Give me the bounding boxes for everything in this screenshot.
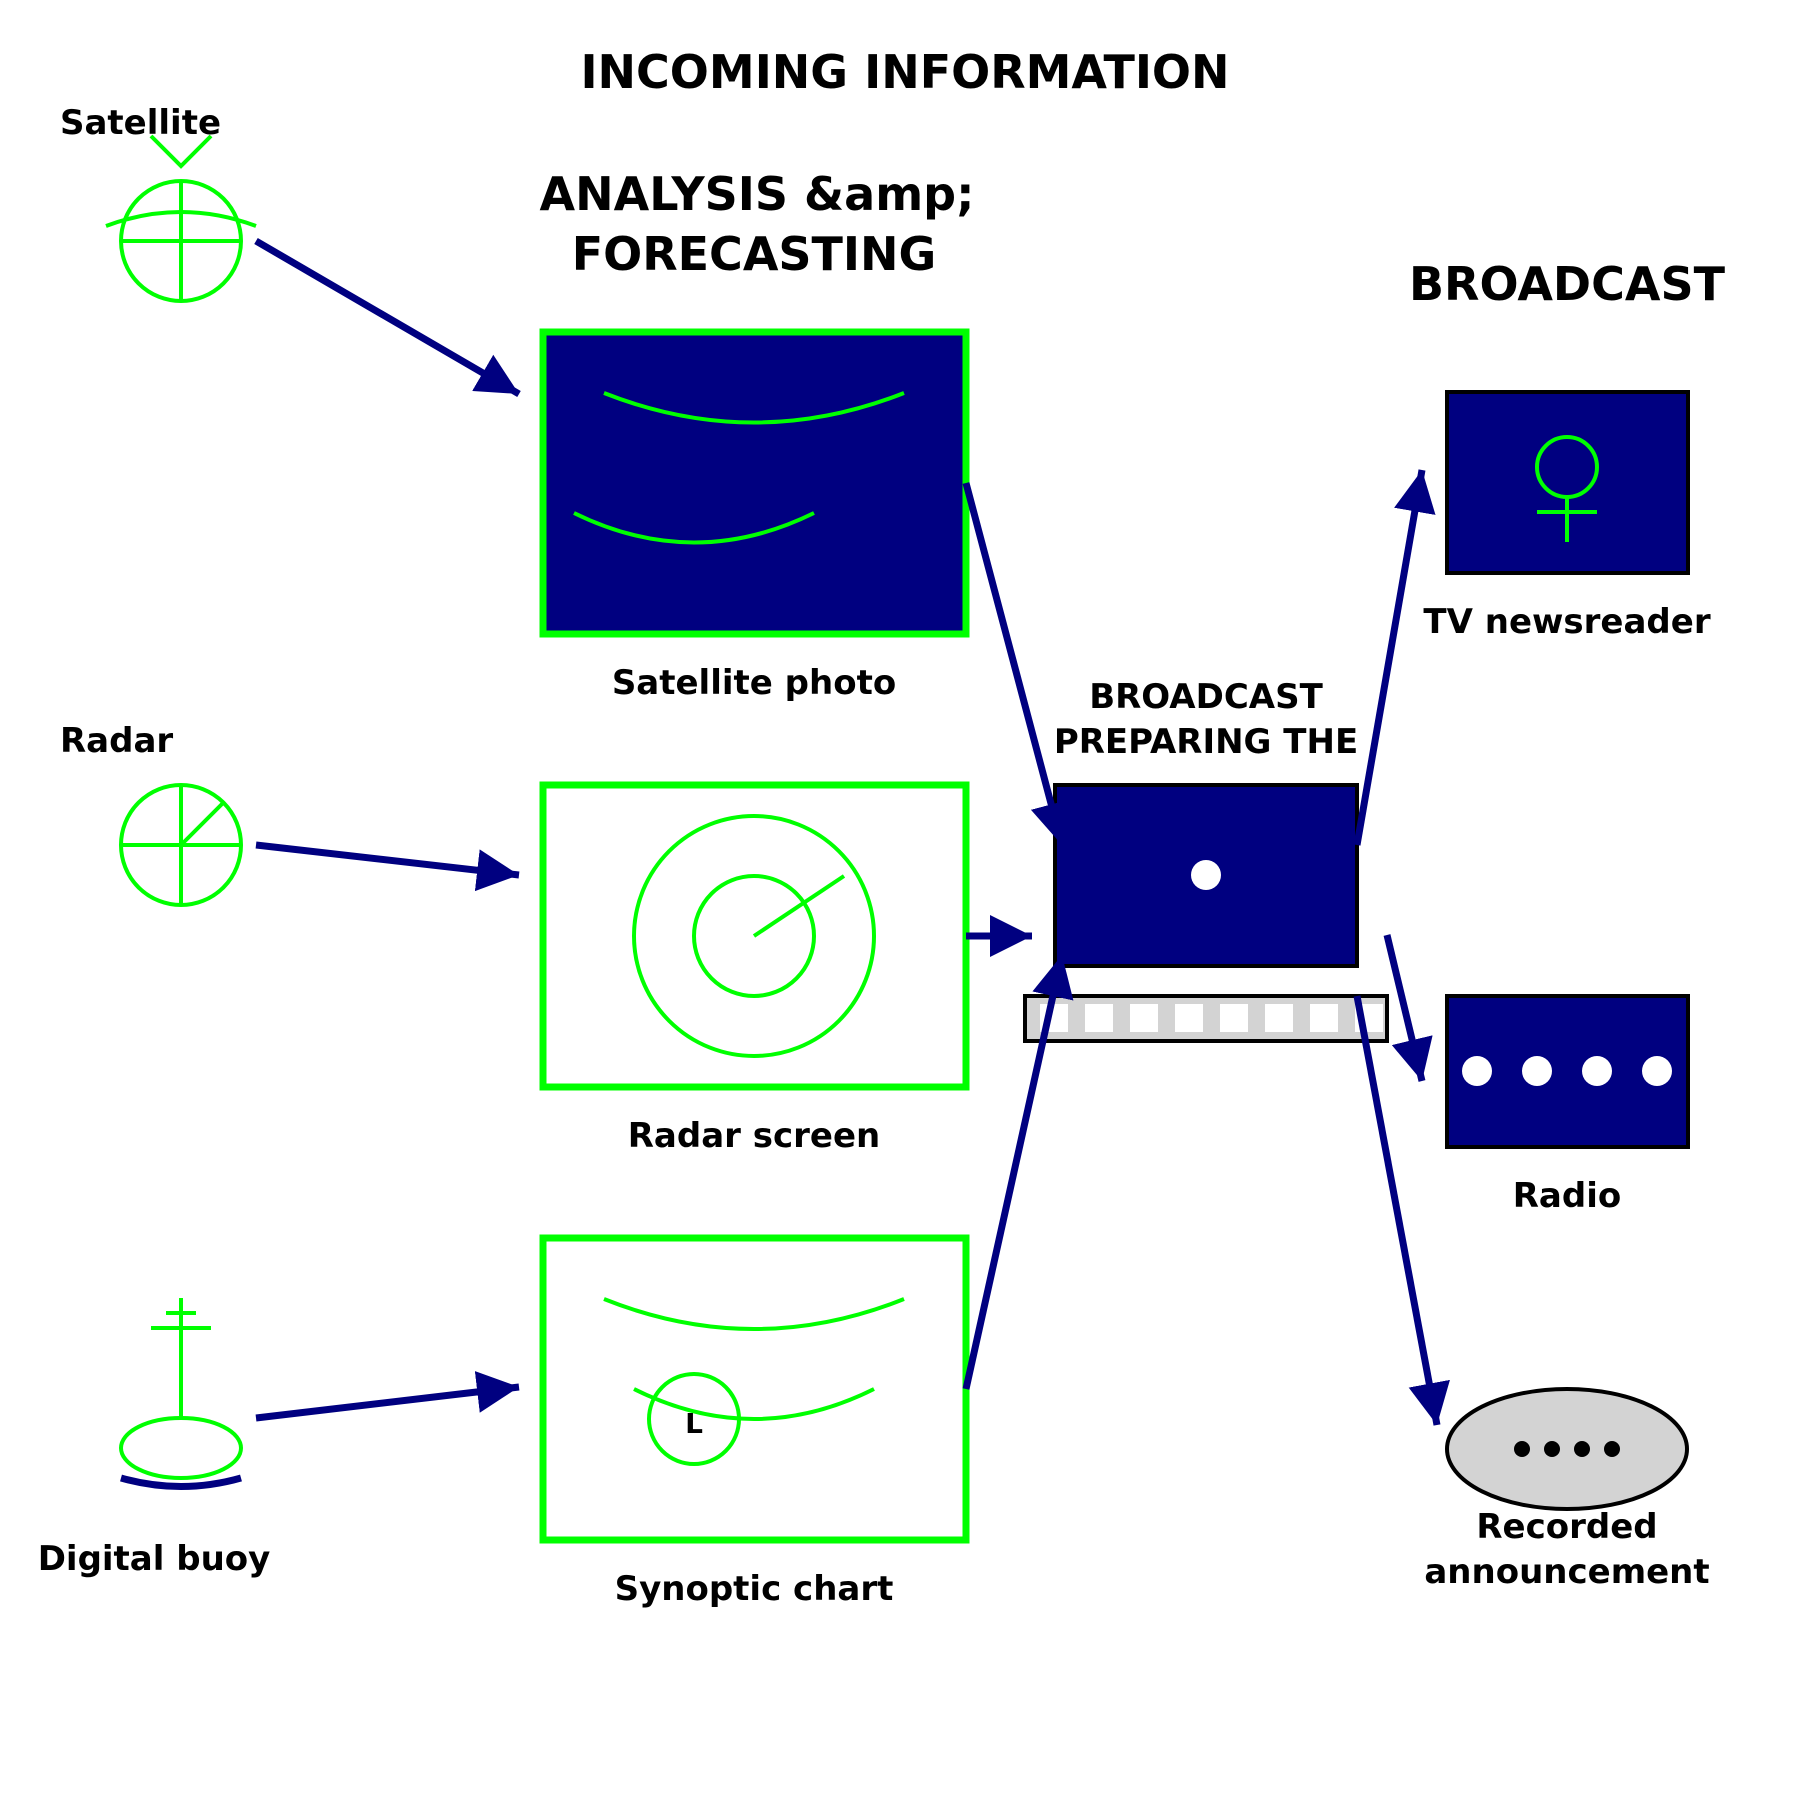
low-pressure-symbol: L [685,1407,703,1440]
tv-newsreader-label: TV newsreader [1423,602,1710,642]
analysis-heading-line1: ANALYSIS &amp; [540,167,975,221]
tv-screen [1445,390,1690,575]
arrow-buoy-to-chart [255,1371,520,1422]
satellite-photo-panel [539,328,970,638]
arrow-computer-to-recorded [1353,995,1450,1426]
radar-sweep-graphic [632,814,876,1058]
computer-power-light [1191,860,1221,890]
incoming-information-heading: INCOMING INFORMATION [580,45,1229,99]
radar-icon [119,783,243,907]
recorded-announcement-label-line2: announcement [1424,1552,1709,1592]
low-pressure-circle [647,1372,741,1466]
radar-label: Radar [60,721,173,761]
arrow-photo-to-computer [962,482,1072,846]
recorded-announcement-speaker [1445,1387,1689,1511]
radio-icon [1462,1056,1672,1086]
female-symbol-icon [1535,435,1599,542]
preparing-broadcast-label-line2: PREPARING THE [1054,722,1358,762]
satellite-cloud-band-lower [573,511,815,545]
arrow-chart-to-computer [962,954,1074,1390]
satellite-icon [105,134,257,303]
synoptic-chart-label: Synoptic chart [615,1569,894,1609]
synoptic-chart-panel [539,1234,970,1544]
satellite-label: Satellite [60,103,221,143]
buoy-icon [119,1298,243,1490]
analysis-heading-line2: FORECASTING [572,227,937,281]
satellite-photo-label: Satellite photo [612,663,896,703]
speaker-icon [1514,1441,1620,1457]
recorded-announcement-label-line1: Recorded [1476,1507,1657,1547]
satellite-cloud-band-upper [603,391,905,425]
broadcast-heading: BROADCAST [1409,257,1726,311]
synoptic-front-upper [603,1297,905,1331]
arrow-computer-to-radio [1383,934,1433,1082]
digital-buoy-label: Digital buoy [38,1539,271,1579]
arrow-satellite-to-photo [254,237,521,398]
arrow-computer-to-tv [1353,469,1436,846]
keyboard-icon [1023,994,1389,1043]
radio-label: Radio [1513,1176,1621,1216]
radar-screen-label: Radar screen [628,1116,881,1156]
computer-icon [1053,783,1359,968]
synoptic-front-lower [633,1387,875,1421]
flow-arrows [254,237,1450,1426]
preparing-broadcast-label-line1: BROADCAST [1089,677,1323,717]
arrow-radar-to-screen [255,841,520,892]
